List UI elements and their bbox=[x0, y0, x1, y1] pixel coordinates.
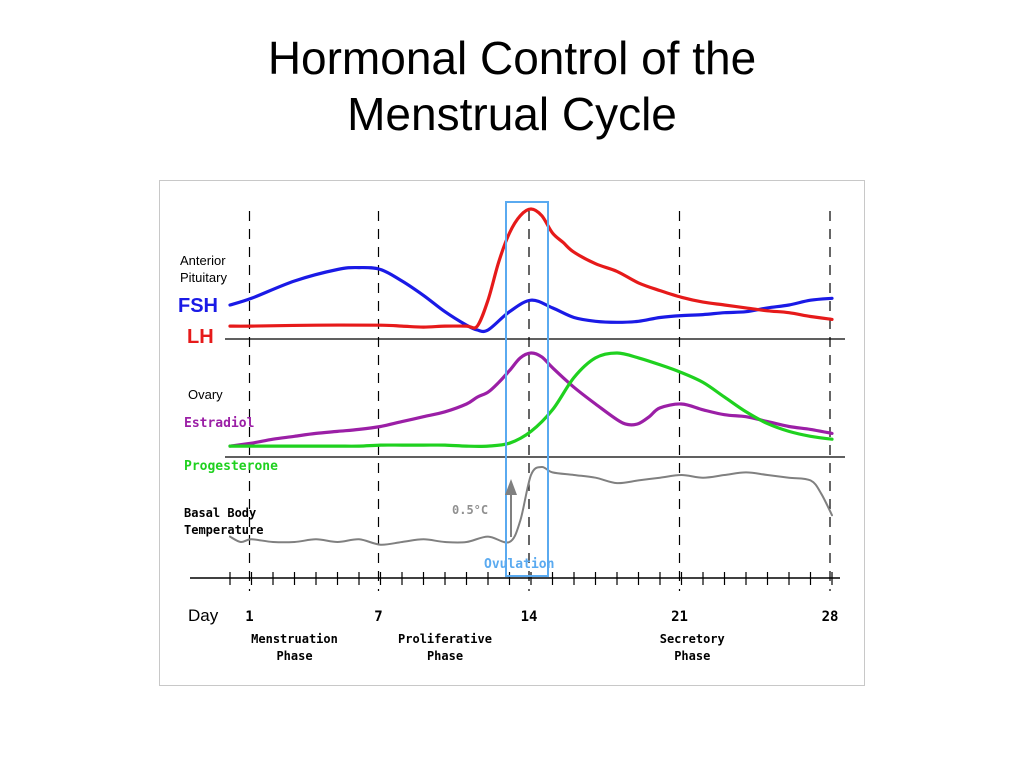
series-line-estradiol bbox=[228, 351, 834, 448]
phase-label-1-line1: Menstruation bbox=[251, 632, 338, 646]
day-axis-title: Day bbox=[188, 606, 219, 625]
temperature-label-line1: Basal Body bbox=[184, 506, 256, 520]
phase-label-2-line2: Phase bbox=[427, 649, 463, 663]
day-tick-label-28: 28 bbox=[822, 609, 839, 625]
temp-rise-arrow-head bbox=[505, 479, 517, 495]
slide-title-line2: Menstrual Cycle bbox=[347, 88, 677, 140]
pituitary-label-line2: Pituitary bbox=[180, 270, 227, 285]
chart-figure: 0.5°C Ovulation Anterior Pituitary FSH L… bbox=[159, 180, 865, 686]
pituitary-label-line1: Anterior bbox=[180, 253, 226, 268]
series-line-fsh bbox=[228, 265, 834, 334]
day-tick-label-7: 7 bbox=[374, 609, 382, 625]
slide-title-line1: Hormonal Control of the bbox=[267, 32, 757, 84]
day-tick-label-14: 14 bbox=[521, 609, 538, 625]
temperature-label-line2: Temperature bbox=[184, 523, 263, 537]
phase-label-1-line2: Phase bbox=[276, 649, 312, 663]
day-tick-label-1: 1 bbox=[245, 609, 253, 625]
progesterone-legend-label: Progesterone bbox=[184, 459, 278, 474]
ovulation-label: Ovulation bbox=[484, 557, 554, 572]
ovary-label: Ovary bbox=[188, 387, 223, 402]
day-axis-ticks bbox=[229, 572, 833, 585]
phase-label-2-line1: Proliferative bbox=[398, 632, 492, 646]
phase-labels: Menstruation Phase Proliferative Phase Secre… bbox=[251, 632, 725, 663]
hormone-chart: 0.5°C Ovulation Anterior Pituitary FSH L… bbox=[178, 201, 845, 663]
phase-label-3-line1: Secretory bbox=[660, 632, 725, 646]
series-line-basal-body-temperature bbox=[229, 466, 833, 546]
day-gridlines bbox=[248, 211, 831, 591]
day-tick-label-21: 21 bbox=[671, 609, 688, 625]
lh-legend-label: LH bbox=[187, 326, 214, 348]
series-layer bbox=[228, 207, 834, 546]
series-line-lh bbox=[228, 207, 834, 330]
day-tick-labels: 1 7 14 21 28 bbox=[245, 609, 838, 625]
slide-title: Hormonal Control of the Menstrual Cycle bbox=[0, 30, 1024, 142]
temp-rise-label: 0.5°C bbox=[452, 503, 488, 517]
phase-label-3-line2: Phase bbox=[674, 649, 710, 663]
estradiol-legend-label: Estradiol bbox=[184, 416, 254, 431]
fsh-legend-label: FSH bbox=[178, 295, 218, 317]
series-line-progesterone bbox=[228, 351, 834, 448]
ovulation-box bbox=[505, 201, 549, 577]
